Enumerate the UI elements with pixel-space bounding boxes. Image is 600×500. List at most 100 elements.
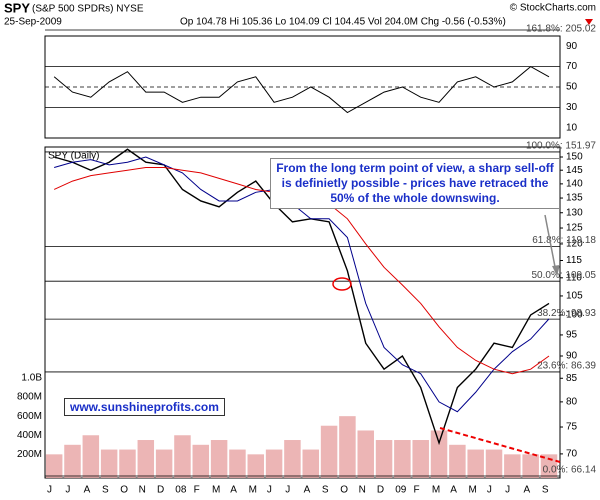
volume-bar <box>137 440 155 478</box>
x-tick-label: J <box>285 485 290 496</box>
fib-label: 100.0%: 151.97 <box>526 141 596 152</box>
website: www.sunshineprofits.com <box>64 398 225 416</box>
x-tick-label: A <box>230 485 237 496</box>
volume-bar <box>155 449 173 478</box>
rsi-tick-label: 70 <box>566 61 578 72</box>
volume-bar <box>229 449 246 478</box>
credit: © StockCharts.com <box>510 3 596 14</box>
volume-bar <box>449 444 466 478</box>
x-tick-label: F <box>414 485 420 496</box>
x-tick-label: S <box>102 485 109 496</box>
volume-bar <box>302 449 319 478</box>
x-tick-label: J <box>505 485 510 496</box>
volume-bar <box>247 454 265 478</box>
date: 25-Sep-2009 <box>4 17 62 28</box>
volume-bar <box>540 454 558 478</box>
y-tick-label: 95 <box>566 330 578 341</box>
fib-label: 38.2%: 98.93 <box>537 308 596 319</box>
x-tick-label: M <box>249 485 257 496</box>
x-tick-label: O <box>120 485 128 496</box>
y-tick-label: 125 <box>566 223 583 234</box>
fib-label: 23.6%: 86.39 <box>537 361 596 372</box>
volume-bar <box>82 435 100 478</box>
symbol-name: (S&P 500 SPDRs) NYSE <box>32 4 144 15</box>
x-tick-label: 08 <box>175 485 187 496</box>
price-line <box>53 148 550 446</box>
volume-bar <box>522 454 539 478</box>
volume-tick-label: 1.0B <box>21 373 42 384</box>
rsi-tick-label: 90 <box>566 41 578 52</box>
x-tick-label: N <box>139 485 146 496</box>
x-tick-label: M <box>212 485 220 496</box>
y-tick-label: 90 <box>566 351 578 362</box>
volume-bar <box>430 430 448 478</box>
volume-tick-label: 800M <box>17 392 42 403</box>
x-tick-label: A <box>304 485 311 496</box>
x-tick-label: D <box>157 485 164 496</box>
y-tick-label: 110 <box>566 272 582 283</box>
rsi-tick-label: 10 <box>566 122 578 133</box>
price-line <box>54 156 550 413</box>
x-tick-label: A <box>450 485 457 496</box>
volume-bar <box>412 440 429 478</box>
volume-tick-label: 200M <box>17 449 42 460</box>
x-tick-label: M <box>469 485 477 496</box>
x-tick-label: 09 <box>395 485 407 496</box>
rsi-line <box>53 65 550 114</box>
volume-bar <box>485 449 503 478</box>
x-tick-label: J <box>487 485 492 496</box>
panel-label: SPY (Daily) <box>48 151 100 162</box>
volume-bar <box>320 425 338 478</box>
fib-label: 50.0%: 109.05 <box>532 270 597 281</box>
volume-bar <box>394 440 411 478</box>
x-tick-label: A <box>84 485 91 496</box>
volume-tick-label: 600M <box>17 411 42 422</box>
x-tick-label: F <box>194 485 200 496</box>
quote: Op 104.78 Hi 105.36 Lo 104.09 Cl 104.45 … <box>180 17 506 28</box>
extension-label: 161.8%: 205.02 <box>526 24 596 35</box>
y-tick-label: 130 <box>566 207 583 218</box>
x-tick-label: M <box>432 485 440 496</box>
volume-bar <box>357 430 374 478</box>
x-tick-label: N <box>359 485 366 496</box>
volume-bar <box>174 435 191 478</box>
symbol: SPY <box>4 0 30 15</box>
volume-bar <box>210 440 228 478</box>
y-tick-label: 85 <box>566 373 578 384</box>
y-tick-label: 105 <box>566 291 583 302</box>
x-tick-label: J <box>267 485 272 496</box>
volume-bar <box>265 449 283 478</box>
fib-label: 0.0%: 66.14 <box>543 465 597 476</box>
volume-tick-label: 400M <box>17 430 42 441</box>
volume-bar <box>100 449 118 478</box>
volume-bar <box>467 449 484 478</box>
y-tick-label: 115 <box>566 255 582 266</box>
y-tick-label: 150 <box>566 152 583 163</box>
x-tick-label: S <box>322 485 329 496</box>
volume-bar <box>375 440 393 478</box>
fib-label: 61.8%: 119.18 <box>532 235 596 246</box>
y-tick-label: 140 <box>566 179 583 190</box>
volume-bar <box>504 454 521 478</box>
y-tick-label: 75 <box>566 422 578 433</box>
highlight-circle <box>332 277 352 291</box>
volume-bar <box>192 444 210 478</box>
volume-bar <box>284 440 301 478</box>
rsi-tick-label: 30 <box>566 102 578 113</box>
y-tick-label: 100 <box>566 310 583 321</box>
annotation: From the long term point of view, a shar… <box>270 158 560 209</box>
x-tick-label: A <box>524 485 531 496</box>
rsi-tick-label: 50 <box>566 82 578 93</box>
volume-bar <box>64 444 81 478</box>
volume-bar <box>45 454 63 478</box>
y-tick-label: 145 <box>566 165 583 176</box>
x-tick-label: D <box>377 485 384 496</box>
note-arrow <box>544 214 557 273</box>
x-tick-label: J <box>47 485 52 496</box>
volume-bar <box>339 416 356 478</box>
volume-bar <box>119 449 136 478</box>
